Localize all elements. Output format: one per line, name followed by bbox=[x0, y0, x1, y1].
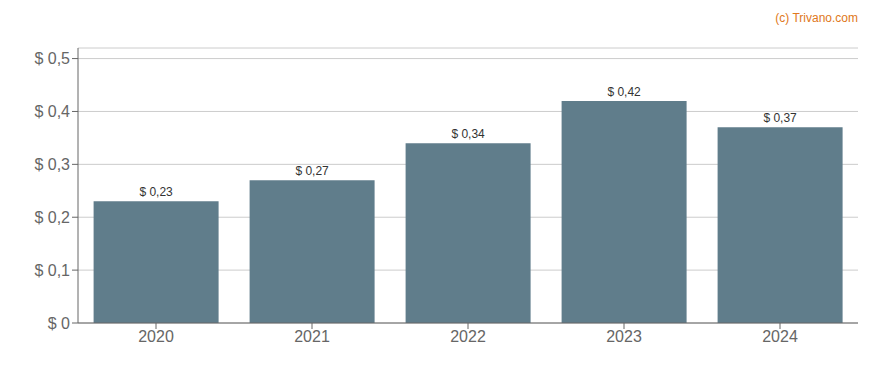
svg-text:2024: 2024 bbox=[762, 328, 798, 345]
svg-text:$ 0,27: $ 0,27 bbox=[295, 164, 329, 178]
svg-text:$ 0,2: $ 0,2 bbox=[34, 209, 70, 226]
svg-text:$ 0,37: $ 0,37 bbox=[763, 111, 797, 125]
svg-text:$ 0,23: $ 0,23 bbox=[139, 185, 173, 199]
html-text:(c) Trivano.com: (c) Trivano.com bbox=[775, 11, 858, 25]
svg-text:$ 0,34: $ 0,34 bbox=[451, 127, 485, 141]
svg-text:2020: 2020 bbox=[138, 328, 174, 345]
svg-text:2021: 2021 bbox=[294, 328, 330, 345]
svg-text:$ 0,1: $ 0,1 bbox=[34, 262, 70, 279]
svg-text:$ 0: $ 0 bbox=[48, 315, 70, 332]
svg-text:$ 0,42: $ 0,42 bbox=[607, 85, 641, 99]
svg-text:$ 0,5: $ 0,5 bbox=[34, 50, 70, 67]
svg-text:2023: 2023 bbox=[606, 328, 642, 345]
svg-text:$ 0,4: $ 0,4 bbox=[34, 103, 70, 120]
svg-text:$ 0,3: $ 0,3 bbox=[34, 156, 70, 173]
svg-text:2022: 2022 bbox=[450, 328, 486, 345]
